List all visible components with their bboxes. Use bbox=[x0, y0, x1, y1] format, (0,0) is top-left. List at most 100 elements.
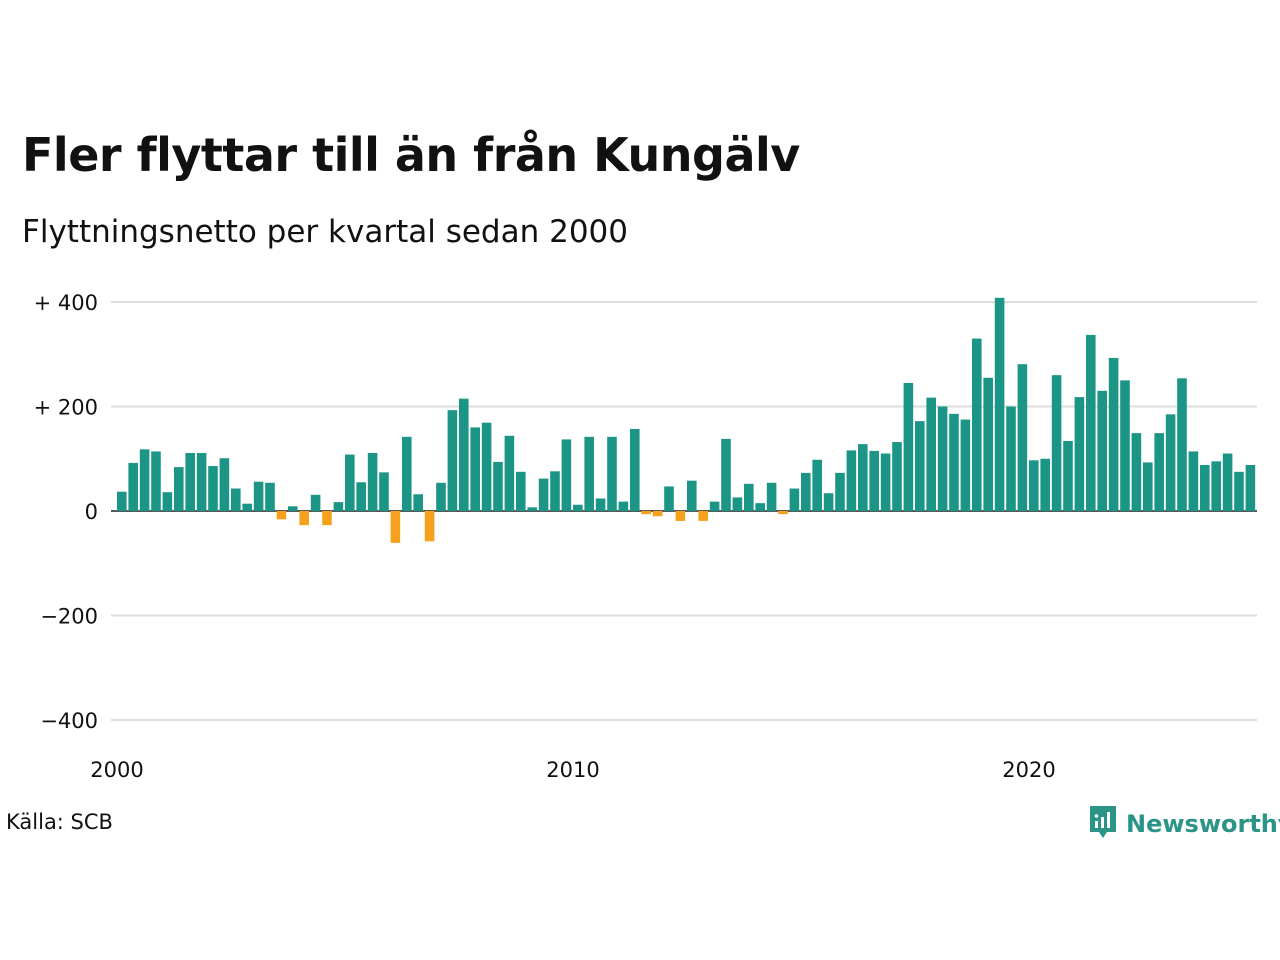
bar bbox=[139, 449, 150, 511]
bar bbox=[1222, 453, 1233, 511]
bar bbox=[732, 497, 743, 511]
brand-name: Newsworthy bbox=[1126, 810, 1280, 838]
bar bbox=[424, 511, 435, 542]
bar bbox=[276, 511, 287, 520]
bar bbox=[1154, 433, 1164, 511]
bar bbox=[664, 486, 674, 511]
bar bbox=[812, 459, 822, 511]
bar bbox=[1029, 460, 1039, 511]
bar bbox=[128, 462, 138, 511]
bar bbox=[983, 377, 993, 511]
bar bbox=[789, 488, 800, 511]
bar bbox=[835, 472, 845, 511]
bar bbox=[960, 419, 971, 511]
bars bbox=[117, 297, 1256, 543]
bar bbox=[937, 406, 948, 511]
bar bbox=[846, 450, 857, 511]
brand-logo[interactable]: Newsworthy bbox=[1088, 804, 1280, 844]
bar bbox=[345, 454, 355, 511]
bar bbox=[493, 461, 503, 511]
bar bbox=[310, 494, 321, 511]
bar bbox=[687, 480, 697, 511]
bar bbox=[242, 503, 252, 511]
source-note: Källa: SCB bbox=[6, 810, 113, 834]
bar bbox=[755, 503, 765, 511]
bar bbox=[801, 472, 811, 511]
bar bbox=[367, 453, 378, 511]
bar bbox=[652, 511, 663, 517]
bar bbox=[1131, 433, 1142, 511]
bar bbox=[675, 511, 686, 521]
bar bbox=[231, 488, 241, 511]
x-tick-label: 2010 bbox=[546, 758, 599, 782]
bar bbox=[869, 450, 879, 511]
bar bbox=[447, 410, 458, 511]
bar bbox=[630, 428, 640, 511]
bar bbox=[550, 471, 560, 511]
x-tick-label: 2020 bbox=[1002, 758, 1055, 782]
bar bbox=[698, 511, 708, 521]
bar bbox=[1234, 471, 1244, 511]
y-tick-label: −200 bbox=[40, 605, 98, 629]
bar bbox=[162, 492, 173, 511]
bar bbox=[1177, 378, 1187, 511]
bar bbox=[595, 498, 606, 511]
bar bbox=[379, 472, 389, 511]
bar bbox=[744, 483, 754, 511]
bar bbox=[892, 442, 902, 511]
chart-subtitle: Flyttningsnetto per kvartal sedan 2000 bbox=[22, 214, 628, 250]
bar bbox=[470, 427, 480, 511]
axis-labels: + 400 + 200 0 −200 −400 2000 2010 2020 bbox=[34, 291, 1056, 782]
bar bbox=[117, 491, 127, 511]
bar bbox=[778, 511, 788, 515]
bar bbox=[1063, 440, 1073, 511]
bar bbox=[915, 421, 925, 511]
bar bbox=[1245, 465, 1256, 511]
bar bbox=[1108, 357, 1119, 511]
bar bbox=[481, 422, 492, 511]
bar bbox=[573, 504, 583, 511]
bar bbox=[1017, 364, 1028, 511]
bar bbox=[926, 397, 936, 511]
bar bbox=[322, 511, 332, 526]
bar bbox=[1074, 397, 1085, 511]
y-tick-label: + 400 bbox=[34, 291, 98, 315]
bar bbox=[196, 453, 207, 511]
bar bbox=[1120, 380, 1130, 512]
bar bbox=[288, 506, 298, 511]
y-tick-label: + 200 bbox=[34, 396, 98, 420]
bar bbox=[208, 466, 218, 511]
bar bbox=[151, 451, 161, 511]
bar bbox=[823, 493, 834, 511]
bar bbox=[265, 482, 275, 511]
y-tick-label: 0 bbox=[85, 500, 98, 524]
bar bbox=[1143, 462, 1153, 511]
bar bbox=[299, 511, 309, 526]
newsworthy-logo-icon bbox=[1088, 804, 1118, 844]
bar bbox=[516, 471, 526, 511]
bar bbox=[903, 382, 914, 511]
x-tick-label: 2000 bbox=[90, 758, 143, 782]
bar bbox=[1188, 451, 1199, 511]
bar bbox=[402, 436, 412, 511]
y-tick-label: −400 bbox=[40, 709, 98, 733]
bar bbox=[618, 501, 629, 511]
bar bbox=[1051, 375, 1062, 511]
bar bbox=[185, 453, 195, 511]
bar bbox=[333, 502, 344, 511]
bar bbox=[1211, 461, 1221, 511]
bar bbox=[436, 482, 446, 511]
bar bbox=[641, 511, 651, 515]
bar bbox=[1006, 406, 1016, 511]
bar bbox=[766, 482, 777, 511]
bar bbox=[584, 436, 594, 511]
bar bbox=[949, 413, 959, 511]
bar bbox=[1200, 465, 1210, 511]
bar bbox=[459, 398, 469, 511]
bar bbox=[527, 507, 537, 511]
bar bbox=[880, 453, 891, 511]
bar bbox=[504, 435, 515, 511]
chart-title: Fler flyttar till än från Kungälv bbox=[22, 128, 800, 182]
bar bbox=[994, 297, 1005, 511]
bar bbox=[174, 467, 184, 511]
